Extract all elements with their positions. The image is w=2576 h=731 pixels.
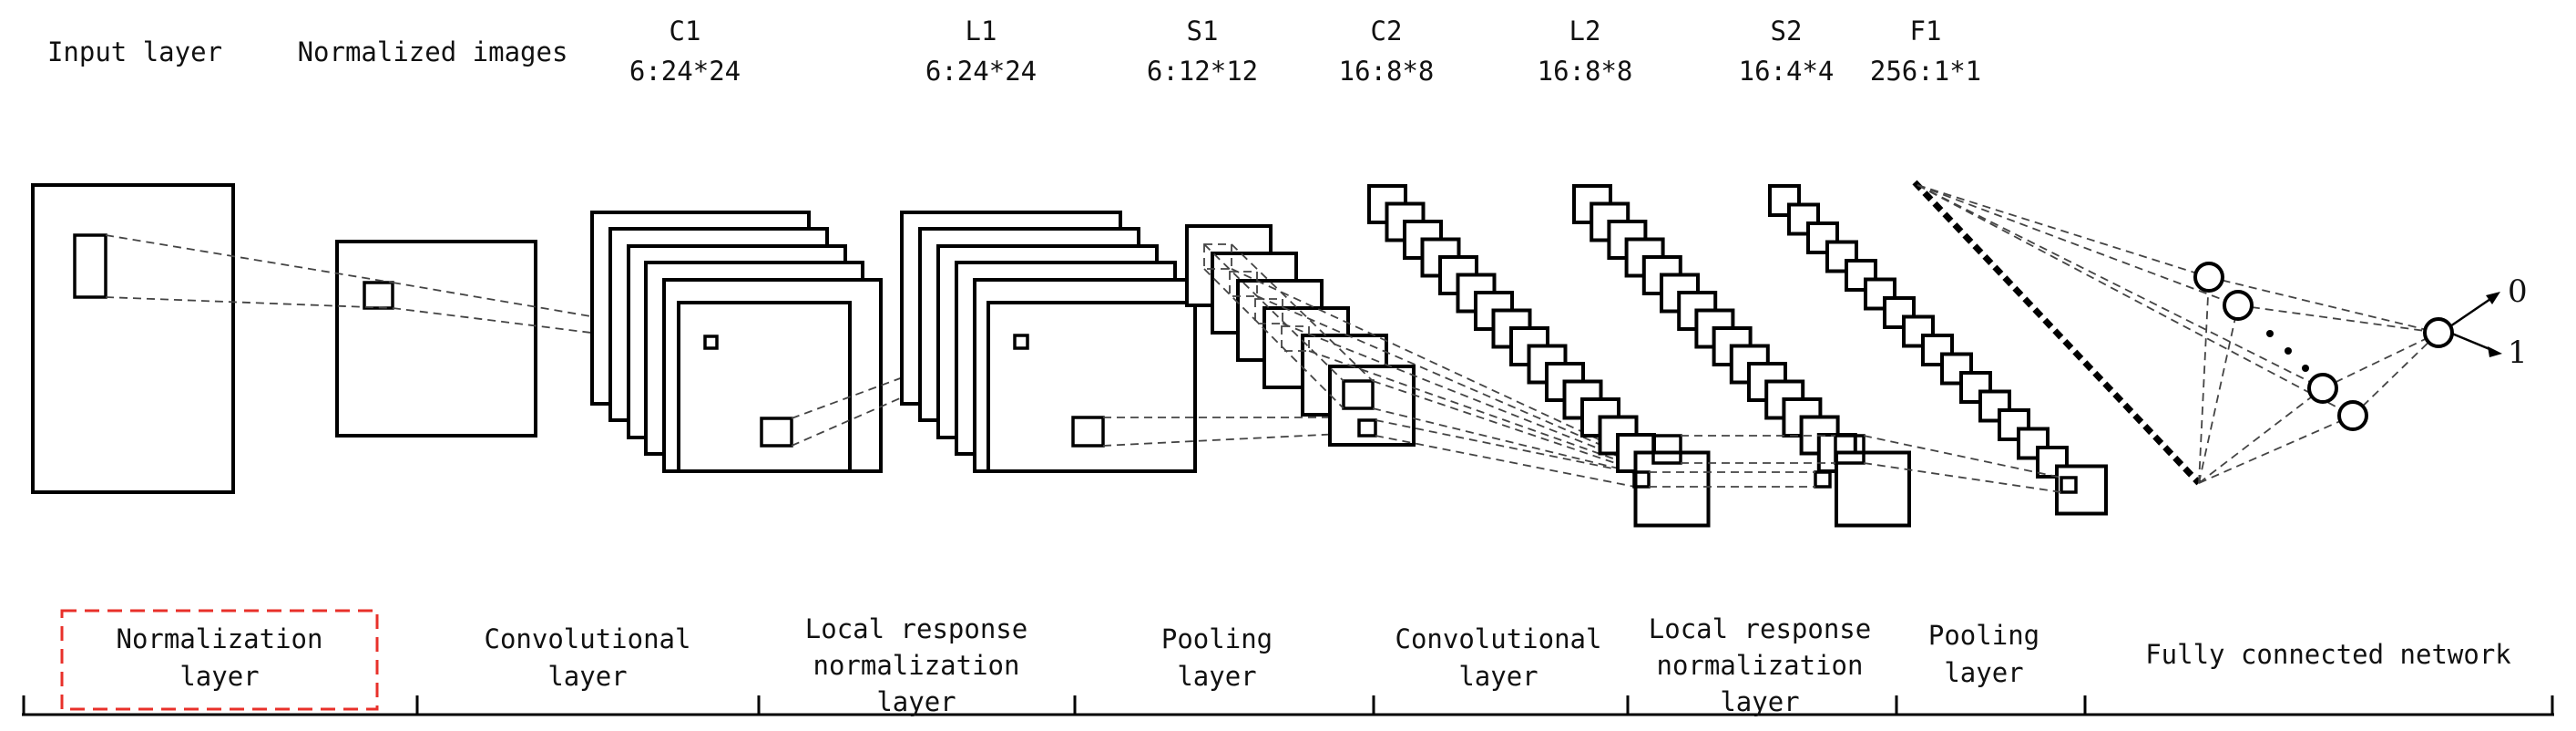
s2-map-front	[2055, 464, 2108, 516]
output-label-0: 0	[2508, 273, 2528, 310]
input-image-frame	[31, 183, 235, 494]
c1-kernel	[760, 417, 793, 448]
s2-map	[2036, 446, 2069, 479]
section-pool2-line2: layer	[1944, 657, 2023, 688]
section-normalization-line1: Normalization	[117, 623, 323, 654]
fc-connections	[1917, 184, 2439, 484]
label-l2-name: L2	[1569, 15, 1601, 46]
dash-input-to-normalized	[105, 296, 394, 309]
section-pool2-line1: Pooling	[1928, 620, 2039, 651]
dash-input-to-normalized	[105, 234, 394, 283]
label-s1-dims: 6:12*12	[1147, 56, 1258, 87]
s1-internal-dashes	[1203, 243, 1374, 409]
label-c1-dims: 6:24*24	[629, 56, 741, 87]
s1-kernel	[1342, 379, 1375, 410]
highlight-box	[60, 609, 379, 711]
label-c2-name: C2	[1371, 15, 1403, 46]
dash-l2-to-s2	[1863, 435, 2062, 479]
output-label-1: 1	[2508, 335, 2528, 371]
arrowhead-icon	[2486, 292, 2500, 304]
output-arrow-1	[2451, 332, 2495, 353]
section-conv2-line2: layer	[1458, 661, 1538, 692]
section-lrn1-line3: layer	[876, 686, 956, 717]
section-lrn1-line2: normalization	[813, 650, 1020, 681]
output-arrow-0	[2449, 295, 2494, 328]
section-conv1-line1: Convolutional	[485, 623, 691, 654]
label-f1-name: F1	[1910, 15, 1942, 46]
section-pool1-line1: Pooling	[1161, 623, 1273, 654]
label-f1-dims: 256:1*1	[1870, 56, 1981, 87]
s1-trace-line	[1203, 268, 1344, 409]
output-neuron	[2423, 317, 2454, 348]
hidden-neuron	[2307, 373, 2338, 404]
ellipsis-dot	[2285, 347, 2292, 355]
label-l1-dims: 6:24*24	[925, 56, 1037, 87]
input-receptive-field	[73, 233, 107, 299]
s2-feature-maps	[1768, 184, 2108, 516]
l2-map-front	[1835, 450, 1911, 528]
section-conv2-line1: Convolutional	[1395, 623, 1602, 654]
l1-small-kernel	[1013, 334, 1029, 350]
c1-map-front	[677, 301, 852, 473]
hidden-neuron	[2223, 290, 2254, 321]
section-lrn1-line1: Local response	[805, 613, 1027, 644]
s1-trace-line	[1203, 243, 1344, 382]
c1-small-kernel	[703, 335, 719, 350]
c2-kernel	[1651, 434, 1682, 465]
label-l1-name: L1	[966, 15, 997, 46]
s2-small-kernel	[2060, 476, 2078, 494]
dash-s1-to-c2	[1231, 268, 1641, 489]
dash-l1-to-s1	[1102, 432, 1360, 447]
hidden-neuron	[2193, 262, 2224, 293]
c2-small-kernel	[1632, 470, 1651, 489]
label-normalized-images: Normalized images	[298, 36, 568, 67]
l1-kernel	[1071, 416, 1105, 448]
section-ticks	[22, 695, 2554, 715]
ellipsis-dot	[2266, 330, 2274, 337]
c2-feature-maps	[1367, 184, 1711, 528]
s1-small-kernel	[1357, 418, 1377, 438]
label-c2-dims: 16:8*8	[1339, 56, 1435, 87]
l2-small-kernel	[1814, 470, 1832, 489]
label-input-layer: Input layer	[47, 36, 222, 67]
label-s1-name: S1	[1187, 15, 1219, 46]
label-c1-name: C1	[670, 15, 701, 46]
dash-l2-to-s2	[1863, 462, 2062, 493]
label-s2-dims: 16:4*4	[1739, 56, 1835, 87]
section-normalization-line2: layer	[179, 661, 259, 692]
s2-map	[1787, 202, 1820, 236]
section-conv1-line2: layer	[547, 661, 627, 692]
label-s2-name: S2	[1771, 15, 1803, 46]
normalized-image-frame	[335, 240, 537, 438]
section-lrn2-line3: layer	[1720, 686, 1799, 717]
hidden-neuron	[2337, 400, 2368, 431]
s1-trace-kernel	[1203, 243, 1232, 270]
label-l2-dims: 16:8*8	[1538, 56, 1633, 87]
section-pool1-line2: layer	[1177, 661, 1256, 692]
f1-neuron-column	[1912, 180, 2202, 486]
l1-feature-maps	[900, 211, 1197, 473]
s1-trace-kernel	[1281, 325, 1310, 352]
section-lrn2-line2: normalization	[1657, 650, 1864, 681]
s1-trace-line	[1231, 243, 1374, 382]
s1-trace-kernel	[1229, 271, 1258, 297]
ellipsis-dot	[2302, 365, 2309, 372]
s1-feature-maps	[1185, 224, 1416, 447]
normalized-kernel	[363, 281, 394, 310]
c2-map-front	[1633, 450, 1711, 528]
s1-trace-kernel	[1254, 298, 1283, 324]
section-lrn2-line1: Local response	[1649, 613, 1871, 644]
arrowhead-icon	[2488, 346, 2502, 357]
c1-feature-maps	[590, 211, 883, 473]
s2-map	[1883, 296, 1916, 329]
l2-kernel	[1834, 434, 1866, 465]
section-fc-line1: Fully connected network	[2145, 639, 2511, 670]
l2-feature-maps	[1572, 184, 1911, 528]
